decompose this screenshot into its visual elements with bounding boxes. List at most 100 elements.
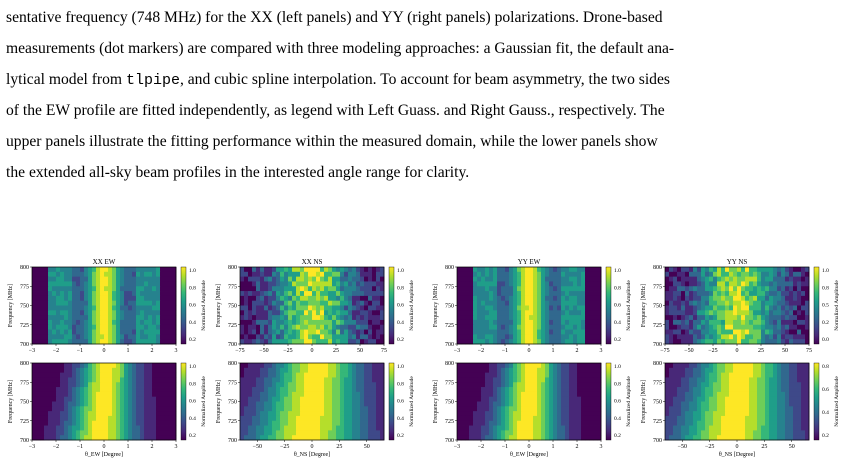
heatmap-cell: [461, 396, 466, 402]
heatmap-cell: [705, 300, 710, 306]
heatmap-cell: [705, 425, 710, 431]
heatmap-cell: [585, 339, 590, 345]
heatmap-cell: [336, 372, 341, 378]
heatmap-cell: [44, 319, 49, 326]
heatmap-cell: [801, 276, 806, 282]
heatmap-cell: [525, 334, 530, 340]
heatmap-cell: [168, 281, 173, 287]
heatmap-cell: [316, 382, 321, 388]
heatmap-cell: [777, 310, 782, 316]
heatmap-cell: [360, 382, 365, 388]
heatmap-cell: [276, 271, 281, 278]
heatmap-cell: [144, 411, 149, 417]
heatmap-cell: [376, 367, 381, 374]
heatmap-cell: [477, 276, 482, 282]
heatmap-cell: [457, 315, 462, 321]
heatmap-cell: [52, 305, 57, 311]
heatmap-cell: [148, 367, 153, 374]
heatmap-cell: [465, 435, 470, 441]
heatmap-cell: [569, 310, 574, 316]
heatmap-cell: [709, 310, 714, 316]
heatmap-cell: [304, 435, 309, 441]
heatmap-cell: [344, 267, 349, 273]
heatmap-cell: [72, 425, 77, 431]
heatmap-cell: [593, 382, 598, 388]
heatmap-cell: [72, 387, 77, 393]
heatmap-cell: [48, 276, 53, 282]
heatmap-cell: [497, 329, 502, 335]
heatmap-cell: [581, 391, 586, 398]
heatmap-cell: [521, 271, 526, 278]
heatmap-cell: [80, 315, 85, 321]
heatmap-cell: [757, 334, 762, 340]
heatmap-cell: [268, 319, 273, 326]
heatmap-cell: [164, 396, 169, 402]
heatmap-cell: [272, 435, 277, 441]
heatmap-cell: [308, 291, 313, 297]
heatmap-cell: [356, 334, 361, 340]
heatmap-cell: [260, 401, 265, 407]
heatmap-cell: [569, 291, 574, 297]
heatmap-cell: [172, 305, 177, 311]
heatmap-cell: [316, 291, 321, 297]
heatmap-cell: [761, 387, 766, 393]
heatmap-cell: [292, 411, 297, 417]
heatmap-cell: [797, 267, 802, 273]
heatmap-cell: [156, 305, 161, 311]
heatmap-cell: [777, 387, 782, 393]
heatmap-cell: [132, 310, 137, 316]
heatmap-cell: [561, 387, 566, 393]
heatmap-cell: [364, 401, 369, 407]
heatmap-cell: [352, 281, 357, 287]
heatmap-cell: [741, 372, 746, 378]
heatmap-cell: [136, 329, 141, 335]
heatmap-cell: [693, 425, 698, 431]
heatmap-cell: [300, 329, 305, 335]
heatmap-cell: [144, 391, 149, 398]
heatmap-cell: [308, 324, 313, 330]
heatmap-cell: [328, 271, 333, 278]
y-tick-label: 700: [228, 438, 237, 444]
heatmap-cell: [701, 319, 706, 326]
heatmap-cell: [296, 310, 301, 316]
heatmap-cell: [264, 324, 269, 330]
heatmap-cell: [120, 319, 125, 326]
heatmap-cell: [244, 387, 249, 393]
heatmap-cell: [356, 401, 361, 407]
heatmap-cell: [116, 339, 121, 345]
heatmap-cell: [741, 300, 746, 306]
heatmap-cell: [364, 319, 369, 326]
heatmap-cell: [376, 387, 381, 393]
heatmap-cell: [753, 319, 758, 326]
heatmap-cell: [84, 396, 89, 402]
heatmap-cell: [244, 377, 249, 383]
heatmap-cell: [581, 310, 586, 316]
heatmap-cell: [340, 315, 345, 321]
heatmap-cell: [92, 339, 97, 345]
heatmap-cell: [597, 430, 602, 436]
heatmap-cell: [733, 281, 738, 287]
heatmap-cell: [256, 305, 261, 311]
heatmap-cell: [669, 291, 674, 297]
heatmap-cell: [689, 420, 694, 426]
heatmap-cell: [741, 401, 746, 407]
heatmap-cell: [505, 319, 510, 326]
heatmap-cell: [457, 319, 462, 326]
heatmap-cell: [128, 281, 133, 287]
heatmap-cell: [312, 387, 317, 393]
heatmap-cell: [76, 300, 81, 306]
heatmap-cell: [364, 300, 369, 306]
heatmap-cell: [457, 420, 462, 426]
heatmap-cell: [545, 300, 550, 306]
heatmap-cell: [497, 415, 502, 422]
heatmap-cell: [729, 406, 734, 412]
heatmap-cell: [757, 319, 762, 326]
heatmap-cell: [96, 329, 101, 335]
heatmap-cell: [801, 420, 806, 426]
heatmap-cell: [268, 267, 273, 273]
heatmap-cell: [761, 324, 766, 330]
heatmap-cell: [140, 300, 145, 306]
colorbar-tick-label: 0.6: [397, 303, 404, 309]
heatmap-cell: [76, 324, 81, 330]
